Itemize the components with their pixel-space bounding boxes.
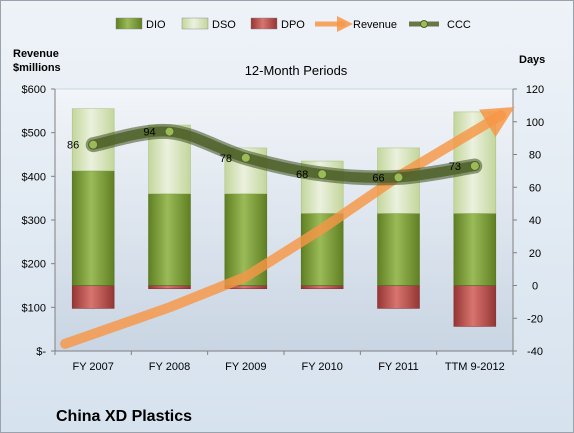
ccc-point — [240, 152, 251, 163]
ccc-point — [164, 126, 175, 137]
dpo-bar — [377, 285, 420, 309]
right-tick-label: 0 — [532, 281, 538, 293]
x-tick-label: TTM 9-2012 — [445, 361, 505, 373]
dpo-bar — [300, 285, 344, 290]
right-tick-label: -40 — [527, 346, 543, 358]
legend-label: Revenue — [353, 19, 397, 31]
ccc-data-label: 73 — [449, 161, 461, 173]
legend-swatch-dpo — [250, 17, 278, 30]
dpo-bar — [453, 285, 497, 327]
legend-label: CCC — [447, 19, 471, 31]
legend-label: DSO — [212, 19, 236, 31]
legend-swatch-ccc-marker — [420, 20, 428, 28]
ccc-point — [469, 160, 480, 171]
dpo-bar — [148, 285, 191, 290]
ccc-data-label: 86 — [67, 140, 79, 152]
x-tick-label: FY 2010 — [301, 361, 342, 373]
company-name: China XD Plastics — [56, 408, 192, 425]
dpo-bar — [71, 285, 115, 309]
left-axis-label-line: $millions — [13, 62, 61, 74]
right-tick-label: 60 — [529, 182, 541, 194]
x-tick-label: FY 2009 — [225, 361, 266, 373]
right-tick-label: 100 — [526, 117, 544, 129]
left-axis-label: Revenue $millions — [13, 48, 62, 74]
left-tick-label: $500 — [22, 128, 46, 140]
ccc-data-label: 68 — [296, 169, 308, 181]
left-tick-label: $100 — [22, 302, 46, 314]
dio-bar — [377, 213, 420, 286]
right-tick-label: -20 — [527, 313, 543, 325]
right-tick-label: 20 — [529, 248, 541, 260]
ccc-line — [88, 126, 480, 183]
right-tick-label: 80 — [529, 150, 541, 162]
dio-bar — [71, 170, 115, 286]
legend-swatch-dio — [115, 17, 143, 30]
plot-area — [54, 88, 514, 352]
legend-swatch-dso — [181, 17, 209, 30]
left-tick-label: $- — [36, 346, 46, 358]
revenue-line — [60, 107, 515, 349]
left-tick-label: $200 — [22, 259, 46, 271]
left-tick-label: $300 — [22, 215, 46, 227]
ccc-point — [88, 139, 99, 150]
legend: DIO DSO DPO Revenue CCC — [115, 15, 471, 33]
ccc-point — [393, 172, 404, 183]
dio-bar — [148, 193, 191, 286]
right-tick-label: 120 — [526, 84, 544, 96]
legend-label: DIO — [146, 19, 166, 31]
left-axis-label-line: Revenue — [13, 48, 59, 60]
ccc-data-label: 94 — [143, 127, 155, 139]
legend-label: DPO — [281, 19, 305, 31]
right-tick-label: 40 — [529, 215, 541, 227]
x-tick-label: FY 2011 — [378, 361, 419, 373]
x-tick-label: FY 2008 — [149, 361, 190, 373]
ccc-data-label: 78 — [220, 153, 232, 165]
x-tick-label: FY 2007 — [72, 361, 113, 373]
chart-title: 12-Month Periods — [245, 63, 348, 78]
right-axis-label: Days — [519, 54, 545, 66]
ccc-point — [317, 169, 328, 180]
dio-bar — [453, 213, 497, 286]
left-tick-label: $400 — [22, 171, 46, 183]
ccc-data-label: 66 — [372, 172, 384, 184]
left-tick-label: $600 — [22, 84, 46, 96]
